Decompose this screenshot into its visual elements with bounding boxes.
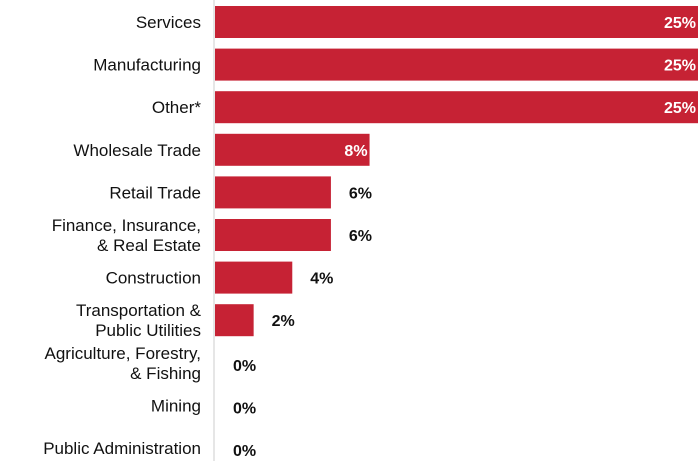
category-label-line: Construction [106,269,201,288]
bar-7 [215,304,254,337]
category-label-line: Transportation & [76,301,202,320]
category-label-line: Finance, Insurance, [52,216,201,235]
bar-3 [215,133,370,166]
value-label-9: 0% [233,400,256,417]
category-label-6: Construction [106,269,201,288]
bar-1 [215,48,698,81]
category-label-9: Mining [151,396,201,415]
category-labels-group: Services Manufacturing Other* Wholesale Tra… [43,13,201,458]
category-label-line: Services [136,13,201,32]
bar-2 [215,91,698,124]
value-label-1: 25% [664,58,696,75]
value-label-6: 4% [310,271,333,288]
category-label-5: Finance, Insurance, & Real Estate [52,216,201,255]
bar-5 [215,219,331,251]
value-labels-group: 25% 25% 25% 8% 6% 6% 4% 2% 0% 0% 0% [233,15,696,460]
category-label-1: Manufacturing [93,56,201,75]
bar-6 [215,261,293,294]
category-label-line: Retail Trade [109,183,201,202]
category-label-line: & Real Estate [97,236,201,255]
category-label-line: Wholesale Trade [73,141,201,160]
value-label-3: 8% [344,143,367,160]
value-label-8: 0% [233,358,256,375]
category-label-2: Other* [152,98,202,117]
value-label-2: 25% [664,100,696,117]
category-label-line: & Fishing [130,364,201,383]
category-label-line: Mining [151,396,201,415]
category-label-line: Public Administration [43,439,201,458]
bar-0 [215,6,698,38]
value-label-10: 0% [233,443,256,460]
bars-group [215,6,698,337]
value-label-7: 2% [272,313,295,330]
value-label-4: 6% [349,185,372,202]
category-label-4: Retail Trade [109,183,201,202]
category-label-10: Public Administration [43,439,201,458]
value-label-0: 25% [664,15,696,32]
category-label-8: Agriculture, Forestry, & Fishing [44,344,201,383]
category-label-line: Public Utilities [95,321,201,340]
category-label-line: Manufacturing [93,56,201,75]
bar-4 [215,176,331,209]
category-label-3: Wholesale Trade [73,141,201,160]
value-label-5: 6% [349,228,372,245]
category-label-line: Agriculture, Forestry, [44,344,201,363]
category-label-0: Services [136,13,201,32]
category-label-7: Transportation & Public Utilities [76,301,202,340]
category-label-line: Other* [152,98,202,117]
